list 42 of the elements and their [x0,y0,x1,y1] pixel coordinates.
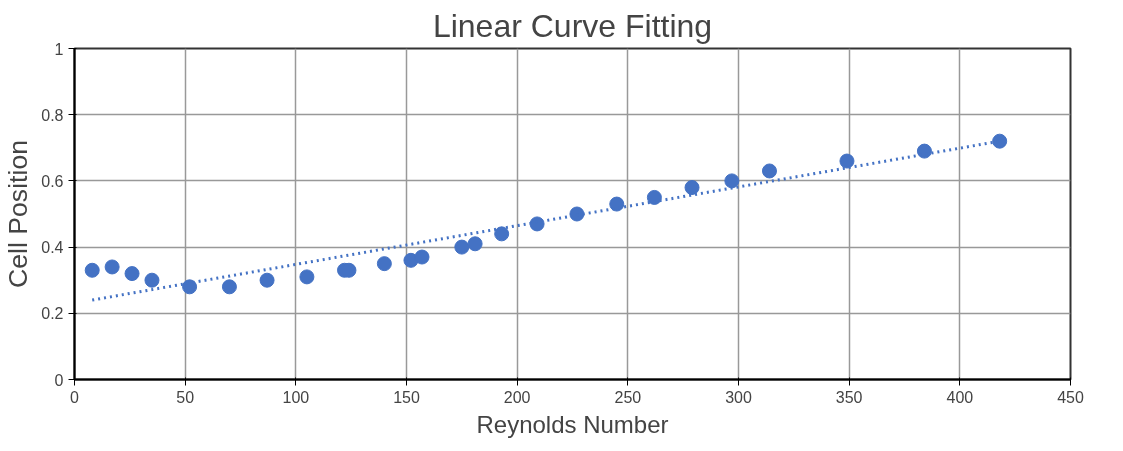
x-tick-label: 0 [70,388,80,406]
y-tick-label: 0 [54,371,64,389]
point [144,272,160,288]
point [839,153,855,169]
x-tick-label: 450 [1057,388,1084,406]
x-tick-label: 150 [393,388,420,406]
point [376,256,392,272]
y-tick-label: 1 [54,40,64,58]
x-axis-title: Reynolds Number [476,410,669,438]
point [916,143,932,159]
point [299,269,315,285]
x-tick-label: 250 [614,388,642,406]
point [761,163,777,179]
y-tick-label: 0.8 [41,106,64,124]
point [569,206,585,222]
x-tick-label: 50 [176,388,195,406]
y-axis-title: Cell Position [3,139,34,289]
chart-title: Linear Curve Fitting [432,7,713,44]
point [454,239,470,255]
y-tick-label: 0.6 [41,172,64,190]
x-tick-label: 400 [946,388,974,406]
point [684,180,700,196]
x-tick-label: 200 [503,388,531,406]
point [992,133,1008,149]
y-tick-label: 0.4 [41,239,64,257]
point [494,226,510,242]
x-tick-label: 350 [835,388,863,406]
point [467,236,483,252]
point [104,259,120,275]
point [646,189,662,205]
point [221,279,237,295]
y-tick-label: 0.2 [41,305,64,323]
point [84,262,100,278]
x-tick-label: 100 [282,388,310,406]
point [259,272,275,288]
point [609,196,625,212]
x-tick-label: 300 [725,388,752,406]
point [529,216,545,232]
point [124,266,140,282]
point [182,279,198,295]
point [414,249,430,265]
point [724,173,740,189]
